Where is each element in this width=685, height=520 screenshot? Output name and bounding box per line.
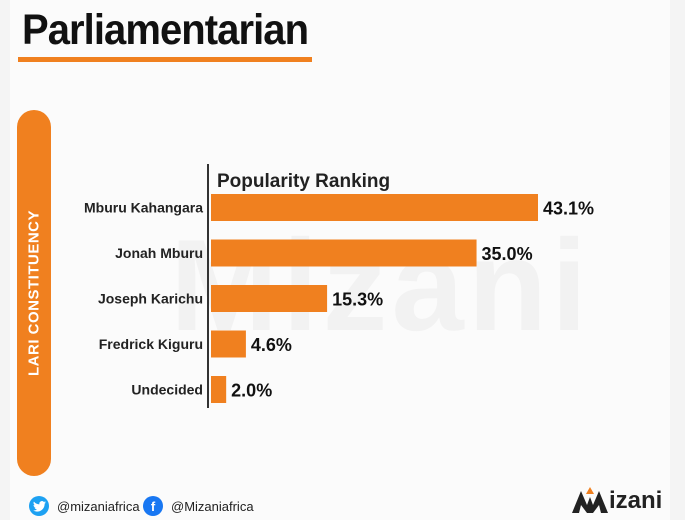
twitter-credit: @mizaniafrica [29,496,140,516]
bar-4 [211,376,227,403]
bar-1 [211,239,477,267]
mizani-logo: izani [572,487,662,513]
category-label: Mburu Kahangara [84,200,203,216]
bar-3 [211,330,246,358]
bar-0 [211,194,538,221]
page-title: Parliamentarian [22,6,309,54]
value-label: 15.3% [332,290,383,310]
category-label: Undecided [131,382,203,398]
category-label: Joseph Karichu [98,291,203,307]
constituency-pill [17,110,51,476]
value-label: 35.0% [482,244,533,264]
chart-title: Popularity Ranking [217,171,390,192]
facebook-credit: f @Mizaniafrica [143,496,254,516]
bar-2 [211,285,328,312]
category-label: Fredrick Kiguru [99,336,203,352]
twitter-handle: @mizaniafrica [57,498,140,514]
facebook-handle: @Mizaniafrica [171,498,254,514]
title-underline [18,57,312,62]
mizani-m-icon [572,487,608,513]
logo-text: izani [609,487,663,514]
value-label: 2.0% [231,381,272,401]
facebook-f-icon: f [143,496,163,516]
value-label: 43.1% [543,199,594,219]
category-label: Jonah Mburu [115,245,203,261]
value-label: 4.6% [251,335,292,355]
twitter-bird-icon [29,496,49,516]
